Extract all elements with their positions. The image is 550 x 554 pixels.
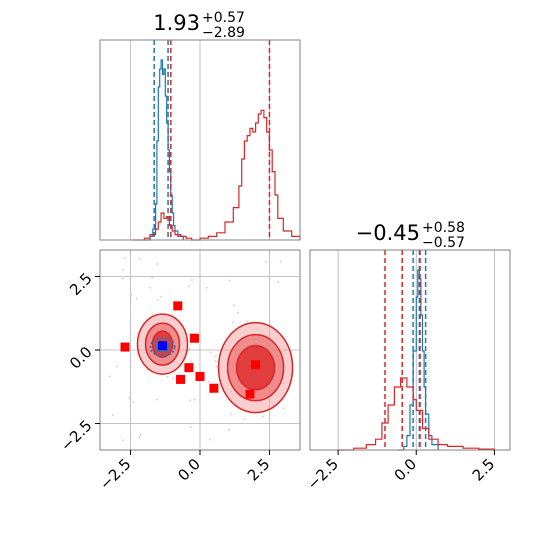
red-square-point xyxy=(245,389,255,399)
top-panel-frame xyxy=(99,39,301,241)
red-square-point xyxy=(189,333,199,343)
marginal-y-histogram: −2.5 0.0 2.5 xyxy=(304,249,511,493)
sample-point xyxy=(122,439,125,442)
sample-point xyxy=(166,375,169,378)
sample-point xyxy=(246,320,249,323)
sample-point xyxy=(122,268,124,271)
sample-point xyxy=(171,377,174,380)
y-tick-label: 0.0 xyxy=(66,343,96,373)
sample-point xyxy=(130,293,133,296)
sample-point xyxy=(237,311,239,314)
sample-point xyxy=(159,296,162,298)
sample-point xyxy=(230,413,233,416)
sample-point xyxy=(207,381,210,383)
sample-point xyxy=(188,347,191,350)
x-tick-label: 0.0 xyxy=(174,455,204,485)
x-tick-label: 0.0 xyxy=(391,455,421,485)
top-title-upper: +0.57 xyxy=(202,10,245,26)
red-square-point xyxy=(251,360,261,370)
sample-point xyxy=(128,397,131,400)
sample-point xyxy=(132,401,135,403)
sample-point xyxy=(205,286,208,289)
histogram-series-0 xyxy=(144,59,184,241)
x-tick-label: 2.5 xyxy=(244,455,274,485)
sample-point xyxy=(149,286,152,289)
sample-point xyxy=(156,263,159,265)
sample-point xyxy=(215,365,218,368)
sample-point xyxy=(198,398,201,401)
red-square-point xyxy=(176,374,186,384)
sample-point xyxy=(138,436,141,438)
sample-point xyxy=(190,426,192,429)
sample-point xyxy=(228,279,231,282)
sample-point xyxy=(187,285,190,288)
sample-point xyxy=(193,398,196,401)
joint-scatter-panel: −2.5 0.0 2.5 2.5 0.0 −2.5 xyxy=(57,249,301,493)
sample-point xyxy=(191,279,193,281)
top-histogram-title: 1.93 +0.57 −2.89 xyxy=(153,10,245,41)
sample-point xyxy=(189,399,191,402)
sample-point xyxy=(187,349,190,352)
sample-point xyxy=(190,360,192,363)
sample-point xyxy=(282,407,285,410)
sample-point xyxy=(210,351,212,354)
right-title-lower: −0.57 xyxy=(422,235,465,251)
red-square-point xyxy=(184,363,194,373)
sample-point xyxy=(151,276,153,279)
red-square-point xyxy=(173,301,183,311)
red-square-point xyxy=(209,383,219,393)
truth-marker xyxy=(158,341,167,351)
right-title-upper: +0.58 xyxy=(422,220,465,236)
top-title-lower: −2.89 xyxy=(202,25,245,41)
sample-point xyxy=(277,281,280,284)
histogram-series-1 xyxy=(133,109,301,241)
sample-point xyxy=(232,321,235,324)
sample-point xyxy=(233,304,235,307)
sample-point xyxy=(135,297,138,300)
red-square-point xyxy=(195,371,205,381)
sample-point xyxy=(156,298,159,301)
marginal-x-histogram xyxy=(99,39,301,241)
sample-point xyxy=(262,415,264,418)
right-panel-frame xyxy=(309,249,511,451)
histogram-series-0 xyxy=(397,269,439,451)
sample-point xyxy=(155,398,158,401)
sample-point xyxy=(139,433,142,436)
x-tick-label: −2.5 xyxy=(96,455,134,493)
sample-point xyxy=(243,418,246,421)
y-tick-label: 2.5 xyxy=(66,269,96,299)
sample-point xyxy=(227,428,230,431)
sample-point xyxy=(214,360,217,362)
sample-point xyxy=(209,438,211,441)
top-title-value: 1.93 xyxy=(153,11,200,35)
sample-point xyxy=(121,277,124,280)
sample-point xyxy=(111,414,114,416)
sample-point xyxy=(138,257,141,260)
y-tick-label: −2.5 xyxy=(57,416,95,454)
red-square-point xyxy=(120,342,130,352)
blue-contour xyxy=(149,337,176,358)
sample-point xyxy=(279,260,282,263)
right-title-value: −0.45 xyxy=(356,221,420,245)
histogram-series-1 xyxy=(338,377,495,451)
sample-point xyxy=(264,260,267,263)
sample-point xyxy=(123,256,126,259)
x-tick-label: 2.5 xyxy=(469,455,499,485)
sample-point xyxy=(108,375,111,378)
sample-point xyxy=(116,365,118,368)
sample-point xyxy=(215,354,217,357)
sample-point xyxy=(129,359,132,362)
x-tick-label: −2.5 xyxy=(304,455,342,493)
right-histogram-title: −0.45 +0.58 −0.57 xyxy=(356,220,465,251)
